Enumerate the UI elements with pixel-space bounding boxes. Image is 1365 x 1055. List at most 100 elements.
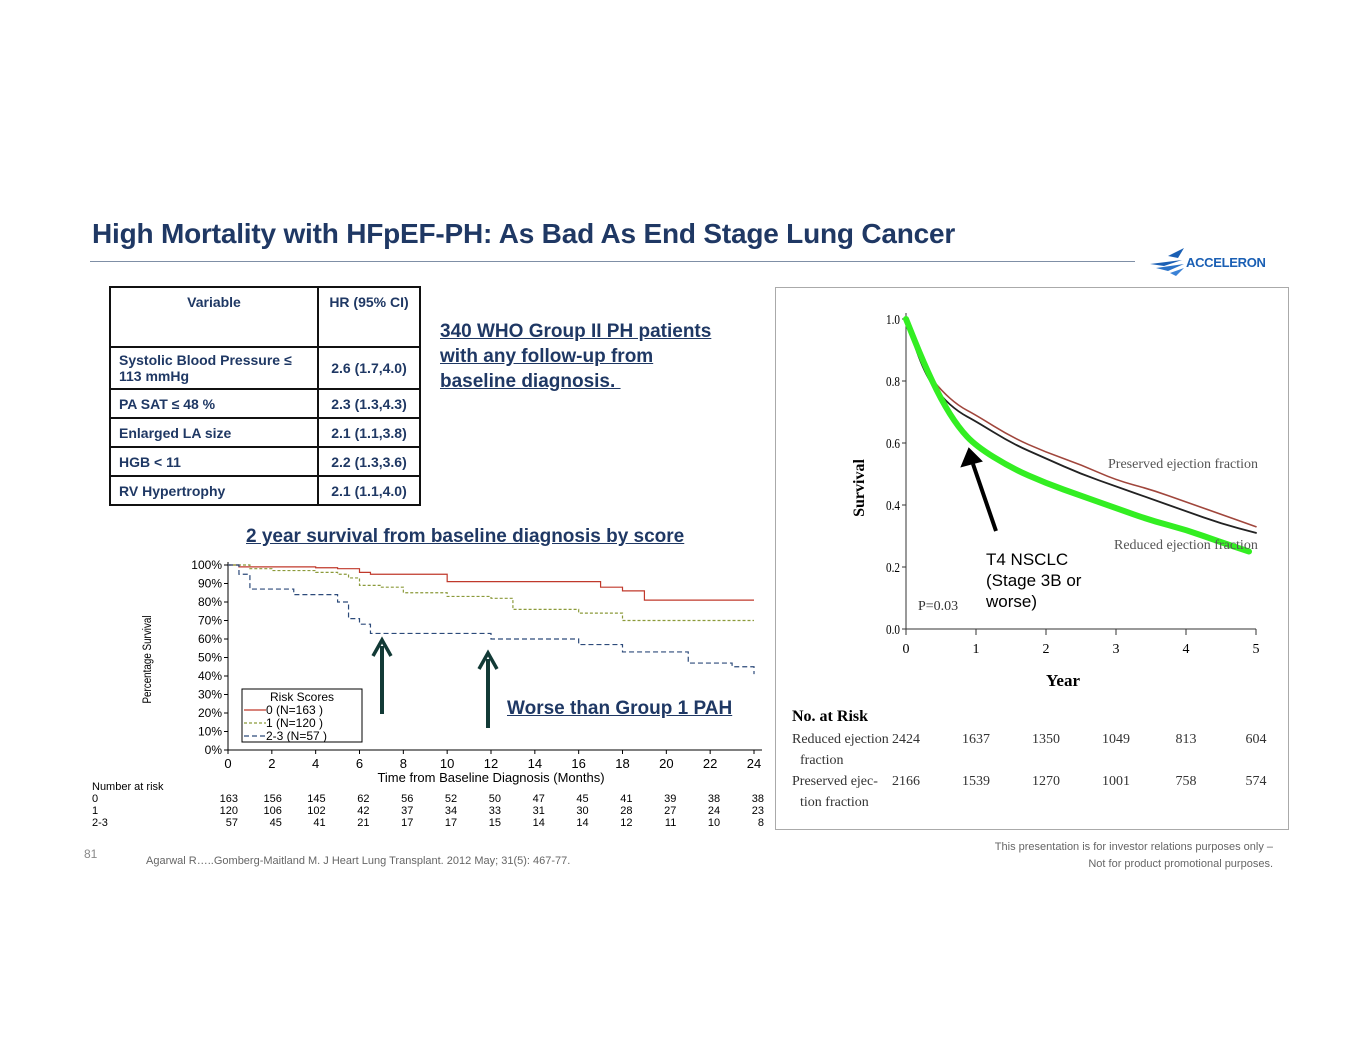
y-tick-label: 80% bbox=[198, 595, 222, 609]
risk-count: 11 bbox=[665, 817, 676, 829]
x-axis-label: Year bbox=[1046, 671, 1080, 690]
table-row: RV Hypertrophy 2.1 (1.1,4.0) bbox=[109, 475, 421, 506]
hr-cell: 2.1 (1.1,4.0) bbox=[317, 475, 421, 506]
risk-count: 27 bbox=[664, 805, 676, 817]
up-arrow-head bbox=[477, 649, 499, 670]
km-series-line bbox=[228, 564, 754, 601]
risk-count: 47 bbox=[533, 793, 545, 805]
risk-count: 145 bbox=[307, 793, 325, 805]
risk-count: 2424 bbox=[892, 732, 920, 747]
y-axis-label: Percentage Survival bbox=[141, 615, 154, 703]
table-row: Systolic Blood Pressure ≤ 113 mmHg 2.6 (… bbox=[109, 346, 421, 390]
risk-count: 813 bbox=[1176, 732, 1197, 747]
curve-label-preserved: Preserved ejection fraction bbox=[1108, 457, 1258, 472]
legend-entry: 0 (N=163 ) bbox=[266, 703, 323, 717]
risk-count: 30 bbox=[576, 805, 588, 817]
risk-count: 758 bbox=[1176, 774, 1197, 789]
p-value: P=0.03 bbox=[918, 599, 958, 614]
risk-count: 57 bbox=[226, 817, 238, 829]
risk-count: 1637 bbox=[962, 732, 990, 747]
variable-cell: Enlarged LA size bbox=[109, 417, 319, 448]
table-row: HGB < 11 2.2 (1.3,3.6) bbox=[109, 446, 421, 477]
x-tick-label: 0 bbox=[903, 642, 910, 657]
variable-cell: PA SAT ≤ 48 % bbox=[109, 388, 319, 419]
risk-count: 1350 bbox=[1032, 732, 1060, 747]
km-survival-chart: 0%10%20%30%40%50%60%70%80%90%100%0 2 4 6 8 10… bbox=[92, 558, 764, 829]
y-tick-label: 1.0 bbox=[886, 312, 900, 327]
risk-count: 120 bbox=[220, 805, 238, 817]
column-header-variable: Variable bbox=[109, 286, 319, 348]
x-tick-label: 8 bbox=[400, 756, 407, 771]
variable-cell: Systolic Blood Pressure ≤ 113 mmHg bbox=[109, 346, 319, 390]
nsclc-annotation-line: (Stage 3B or bbox=[986, 571, 1082, 590]
y-tick-label: 60% bbox=[198, 632, 222, 646]
worse-than-pah-note: Worse than Group 1 PAH bbox=[507, 698, 733, 719]
risk-group-label: Preserved ejec- bbox=[792, 774, 878, 789]
y-tick-label: 10% bbox=[198, 725, 222, 739]
lung-cancer-comparison-panel: 0.0 0.2 0.4 0.6 0.8 1.0 0 1 2 3 4 5 Year Survival Pres… bbox=[775, 287, 1289, 830]
disclaimer: This presentation is for investor relati… bbox=[995, 839, 1273, 873]
km-chart-title: 2 year survival from baseline diagnosis … bbox=[246, 526, 685, 547]
legend-entry: 1 (N=120 ) bbox=[266, 716, 323, 730]
x-axis-label: Time from Baseline Diagnosis (Months) bbox=[377, 770, 604, 785]
risk-count: 574 bbox=[1246, 774, 1267, 789]
risk-count: 33 bbox=[489, 805, 501, 817]
x-tick-label: 14 bbox=[528, 756, 542, 771]
cohort-description: 340 WHO Group II PH patients with any fo… bbox=[440, 319, 711, 394]
nsclc-arrow-head bbox=[960, 447, 983, 468]
risk-count: 102 bbox=[307, 805, 325, 817]
risk-group-label: 0 bbox=[92, 793, 98, 805]
y-tick-label: 0.2 bbox=[886, 560, 900, 575]
risk-count: 50 bbox=[489, 793, 501, 805]
risk-count: 10 bbox=[708, 817, 720, 829]
y-tick-label: 0% bbox=[205, 743, 223, 757]
risk-count: 1001 bbox=[1102, 774, 1130, 789]
x-tick-label: 18 bbox=[615, 756, 629, 771]
y-tick-label: 100% bbox=[191, 558, 222, 572]
y-tick-label: 70% bbox=[198, 614, 222, 628]
risk-count: 45 bbox=[576, 793, 588, 805]
risk-count: 38 bbox=[752, 793, 764, 805]
risk-count: 45 bbox=[270, 817, 282, 829]
citation: Agarwal R…..Gomberg-Maitland M. J Heart … bbox=[146, 855, 571, 867]
km-series-line bbox=[228, 564, 755, 675]
x-tick-label: 4 bbox=[1183, 642, 1190, 657]
hr-cell: 2.2 (1.3,3.6) bbox=[317, 446, 421, 477]
table-header-row: Variable HR (95% CI) bbox=[109, 286, 421, 348]
legend-box bbox=[241, 688, 363, 743]
x-tick-label: 10 bbox=[440, 756, 454, 771]
risk-count: 8 bbox=[758, 817, 764, 829]
y-tick-label: 0.8 bbox=[886, 374, 900, 389]
y-tick-label: 90% bbox=[198, 577, 222, 591]
y-tick-label: 30% bbox=[198, 688, 222, 702]
x-tick-label: 20 bbox=[659, 756, 673, 771]
risk-count: 1270 bbox=[1032, 774, 1060, 789]
risk-count: 38 bbox=[708, 793, 720, 805]
risk-count: 604 bbox=[1246, 732, 1267, 747]
x-tick-label: 0 bbox=[224, 756, 231, 771]
hazard-ratio-table: Variable HR (95% CI) Systolic Blood Pres… bbox=[109, 286, 421, 506]
x-tick-label: 22 bbox=[703, 756, 717, 771]
risk-count: 14 bbox=[576, 817, 588, 829]
table-row: Enlarged LA size 2.1 (1.1,3.8) bbox=[109, 417, 421, 448]
risk-count: 12 bbox=[620, 817, 632, 829]
hr-cell: 2.1 (1.1,3.8) bbox=[317, 417, 421, 448]
risk-count: 15 bbox=[489, 817, 501, 829]
risk-count: 17 bbox=[401, 817, 413, 829]
risk-count: 39 bbox=[664, 793, 676, 805]
column-header-hr: HR (95% CI) bbox=[317, 286, 421, 348]
km-series-line bbox=[228, 564, 754, 622]
risk-count: 56 bbox=[401, 793, 413, 805]
y-tick-label: 0.6 bbox=[886, 436, 900, 451]
disclaimer-line: Not for product promotional purposes. bbox=[1088, 858, 1273, 870]
up-arrow-head bbox=[371, 636, 393, 657]
y-tick-label: 40% bbox=[198, 669, 222, 683]
risk-count: 28 bbox=[620, 805, 632, 817]
risk-count: 41 bbox=[313, 817, 325, 829]
x-tick-label: 16 bbox=[571, 756, 585, 771]
x-tick-label: 1 bbox=[973, 642, 980, 657]
risk-count: 62 bbox=[357, 793, 369, 805]
x-tick-label: 2 bbox=[1043, 642, 1050, 657]
risk-group-label: tion fraction bbox=[800, 795, 869, 810]
x-tick-label: 4 bbox=[312, 756, 319, 771]
